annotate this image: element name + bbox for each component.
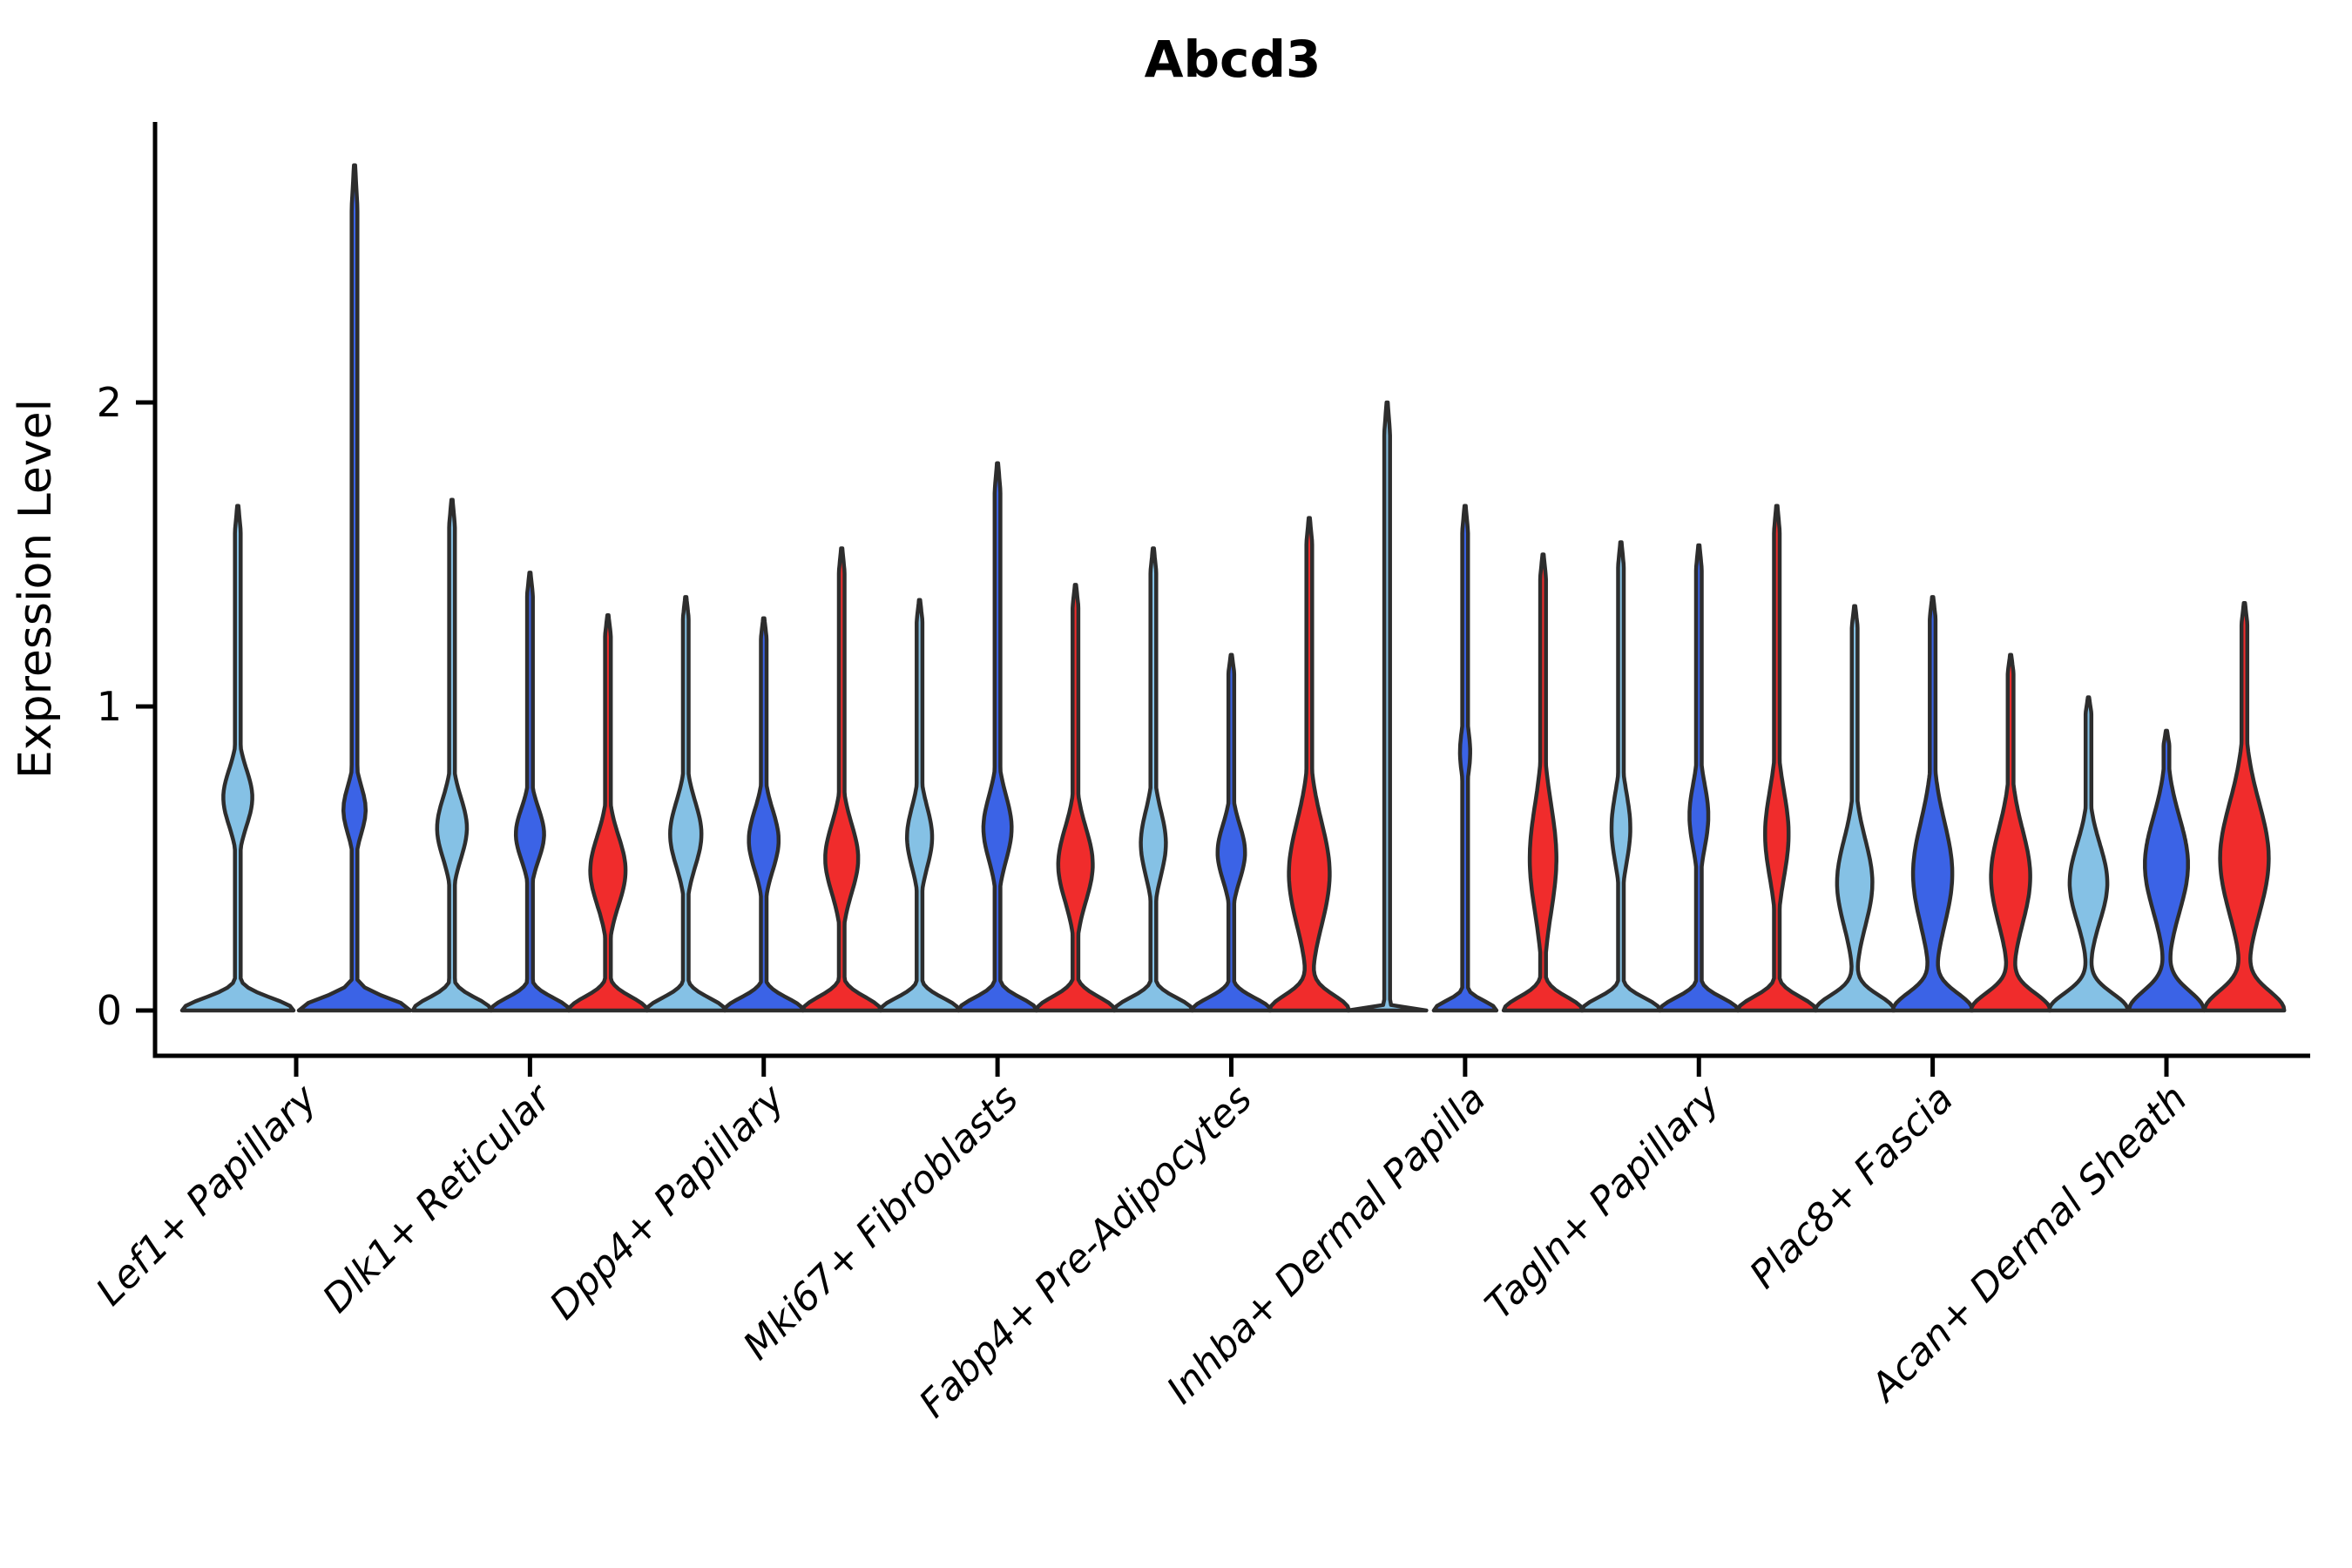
violin-acan-dark_blue bbox=[2126, 728, 2207, 1013]
x-tick-label-lef1: Lef1+ Papillary bbox=[88, 1076, 327, 1315]
x-tick-label-dlk1: Dlk1+ Reticular bbox=[314, 1075, 561, 1321]
violins-layer bbox=[179, 163, 2287, 1013]
violin-inhba-red bbox=[1501, 552, 1585, 1013]
violin-inhba-dark_blue bbox=[1431, 504, 1499, 1013]
violin-fabp4-light_blue bbox=[1112, 546, 1195, 1013]
plot-title: Abcd3 bbox=[1145, 30, 1321, 89]
violin-tagln-red bbox=[1735, 504, 1819, 1013]
x-tick-label-plac8: Plac8+ Fascia bbox=[1741, 1077, 1962, 1297]
violin-mki67-red bbox=[1034, 583, 1117, 1013]
violin-dpp4-light_blue bbox=[644, 595, 727, 1013]
violin-fabp4-red bbox=[1267, 516, 1351, 1013]
violin-dpp4-dark_blue bbox=[722, 616, 806, 1013]
x-tick-label-dpp4: Dpp4+ Papillary bbox=[541, 1076, 794, 1328]
violin-dlk1-light_blue bbox=[410, 497, 494, 1013]
violin-plac8-dark_blue bbox=[1890, 595, 1975, 1013]
violin-dlk1-red bbox=[566, 613, 650, 1013]
violin-plac8-red bbox=[1969, 652, 2052, 1013]
violin-inhba-light_blue bbox=[1346, 400, 1429, 1013]
violin-dpp4-red bbox=[800, 546, 883, 1013]
violin-tagln-light_blue bbox=[1579, 540, 1663, 1013]
violin-acan-light_blue bbox=[2047, 695, 2130, 1013]
violin-mki67-light_blue bbox=[878, 598, 961, 1013]
violin-dlk1-dark_blue bbox=[489, 571, 571, 1013]
violin-lef1-light_blue bbox=[179, 504, 296, 1013]
x-tick-label-tagln: Tagln+ Papillary bbox=[1477, 1076, 1728, 1328]
violin-acan-red bbox=[2202, 601, 2287, 1013]
y-tick-label: 2 bbox=[97, 379, 122, 426]
y-tick-label: 1 bbox=[97, 683, 122, 730]
violin-lef1-dark_blue bbox=[296, 163, 413, 1013]
violin-tagln-dark_blue bbox=[1657, 543, 1740, 1013]
violin-fabp4-dark_blue bbox=[1190, 652, 1273, 1013]
violin-plac8-light_blue bbox=[1813, 604, 1896, 1013]
violin-mki67-dark_blue bbox=[956, 461, 1039, 1013]
y-tick-label: 0 bbox=[97, 987, 122, 1034]
y-axis-label: Expression Level bbox=[10, 399, 62, 779]
